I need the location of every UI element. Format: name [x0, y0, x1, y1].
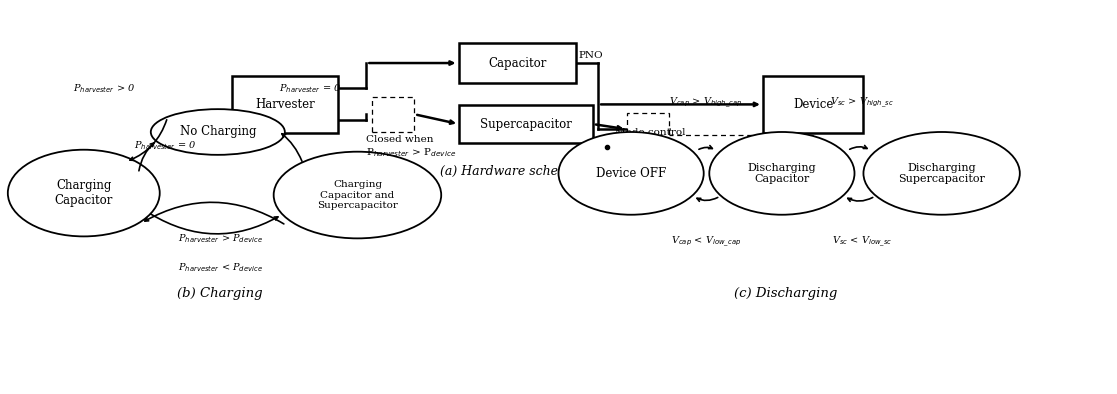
Text: (a) Hardware schematic: (a) Hardware schematic	[440, 165, 594, 178]
Text: Charging
Capacitor and
Supercapacitor: Charging Capacitor and Supercapacitor	[317, 180, 398, 210]
Text: No Charging: No Charging	[180, 126, 256, 138]
Text: P$_{harvester}$ > 0: P$_{harvester}$ > 0	[73, 83, 135, 95]
FancyBboxPatch shape	[627, 113, 669, 145]
FancyBboxPatch shape	[372, 97, 414, 132]
Text: Mode control: Mode control	[615, 128, 686, 138]
Ellipse shape	[274, 152, 441, 238]
Text: Device OFF: Device OFF	[596, 167, 666, 180]
FancyBboxPatch shape	[763, 76, 863, 133]
Text: PNO: PNO	[579, 51, 603, 60]
Text: (c) Discharging: (c) Discharging	[734, 287, 837, 300]
Text: Discharging
Supercapacitor: Discharging Supercapacitor	[898, 163, 985, 184]
Ellipse shape	[151, 109, 285, 155]
Text: V$_{sc}$ < V$_{low\_sc}$: V$_{sc}$ < V$_{low\_sc}$	[832, 234, 892, 249]
Text: ENO: ENO	[595, 147, 621, 156]
Text: P$_{harvester}$ < P$_{device}$: P$_{harvester}$ < P$_{device}$	[178, 262, 262, 274]
FancyBboxPatch shape	[459, 43, 576, 83]
Text: Supercapacitor: Supercapacitor	[480, 118, 572, 130]
Text: P$_{harvester}$ = 0: P$_{harvester}$ = 0	[134, 139, 197, 152]
Text: V$_{cap}$ > V$_{high\_cap}$: V$_{cap}$ > V$_{high\_cap}$	[669, 96, 743, 110]
Ellipse shape	[558, 132, 704, 215]
Text: Discharging
Capacitor: Discharging Capacitor	[747, 163, 817, 184]
Text: V$_{sc}$ > V$_{high\_sc}$: V$_{sc}$ > V$_{high\_sc}$	[830, 96, 895, 110]
Text: Capacitor: Capacitor	[488, 57, 546, 69]
FancyBboxPatch shape	[232, 76, 337, 133]
Ellipse shape	[863, 132, 1020, 215]
Text: P$_{harvester}$ > P$_{device}$: P$_{harvester}$ > P$_{device}$	[366, 146, 457, 159]
Text: V$_{cap}$ < V$_{low\_cap}$: V$_{cap}$ < V$_{low\_cap}$	[671, 234, 741, 249]
Text: Harvester: Harvester	[255, 98, 315, 111]
Ellipse shape	[8, 150, 160, 236]
Text: Charging
Capacitor: Charging Capacitor	[55, 179, 113, 207]
Text: P$_{harvester}$ > P$_{device}$: P$_{harvester}$ > P$_{device}$	[178, 232, 262, 245]
Text: Device: Device	[793, 98, 833, 111]
Text: P$_{harvester}$ = 0: P$_{harvester}$ = 0	[279, 82, 342, 95]
Text: (b) Charging: (b) Charging	[178, 287, 262, 300]
FancyBboxPatch shape	[459, 105, 593, 143]
Text: Closed when: Closed when	[366, 135, 433, 143]
Ellipse shape	[709, 132, 855, 215]
